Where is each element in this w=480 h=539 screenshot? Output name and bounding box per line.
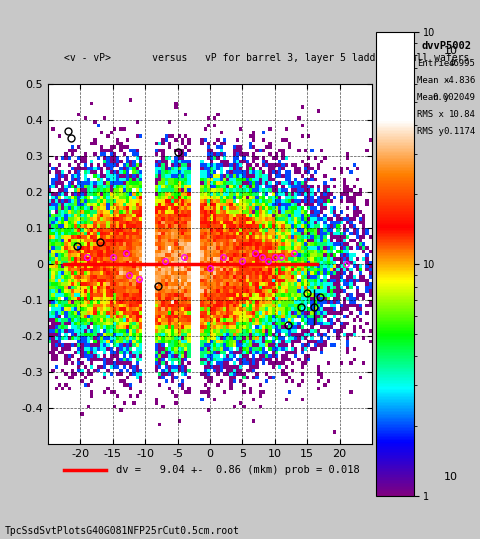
Text: 10: 10 [443,46,457,56]
Text: 10: 10 [443,472,457,482]
Text: <v - vP>       versus   vP for barrel 3, layer 5 ladder 2, all wafers: <v - vP> versus vP for barrel 3, layer 5… [64,53,468,63]
Text: Mean x: Mean x [416,76,448,85]
Text: -4.836: -4.836 [442,76,474,85]
Text: dv =   9.04 +-  0.86 (mkm) prob = 0.018: dv = 9.04 +- 0.86 (mkm) prob = 0.018 [116,465,359,475]
Text: 0.1174: 0.1174 [442,127,474,136]
Text: RMS x: RMS x [416,110,443,119]
Text: Entries: Entries [416,59,454,68]
Text: 10.84: 10.84 [447,110,474,119]
Text: dvvP5002: dvvP5002 [420,42,470,51]
Text: 0.002049: 0.002049 [432,93,474,102]
Text: Mean y: Mean y [416,93,448,102]
Text: RMS y: RMS y [416,127,443,136]
Text: TpcSsdSvtPlotsG40G081NFP25rCut0.5cm.root: TpcSsdSvtPlotsG40G081NFP25rCut0.5cm.root [5,526,240,536]
Text: 46995: 46995 [447,59,474,68]
